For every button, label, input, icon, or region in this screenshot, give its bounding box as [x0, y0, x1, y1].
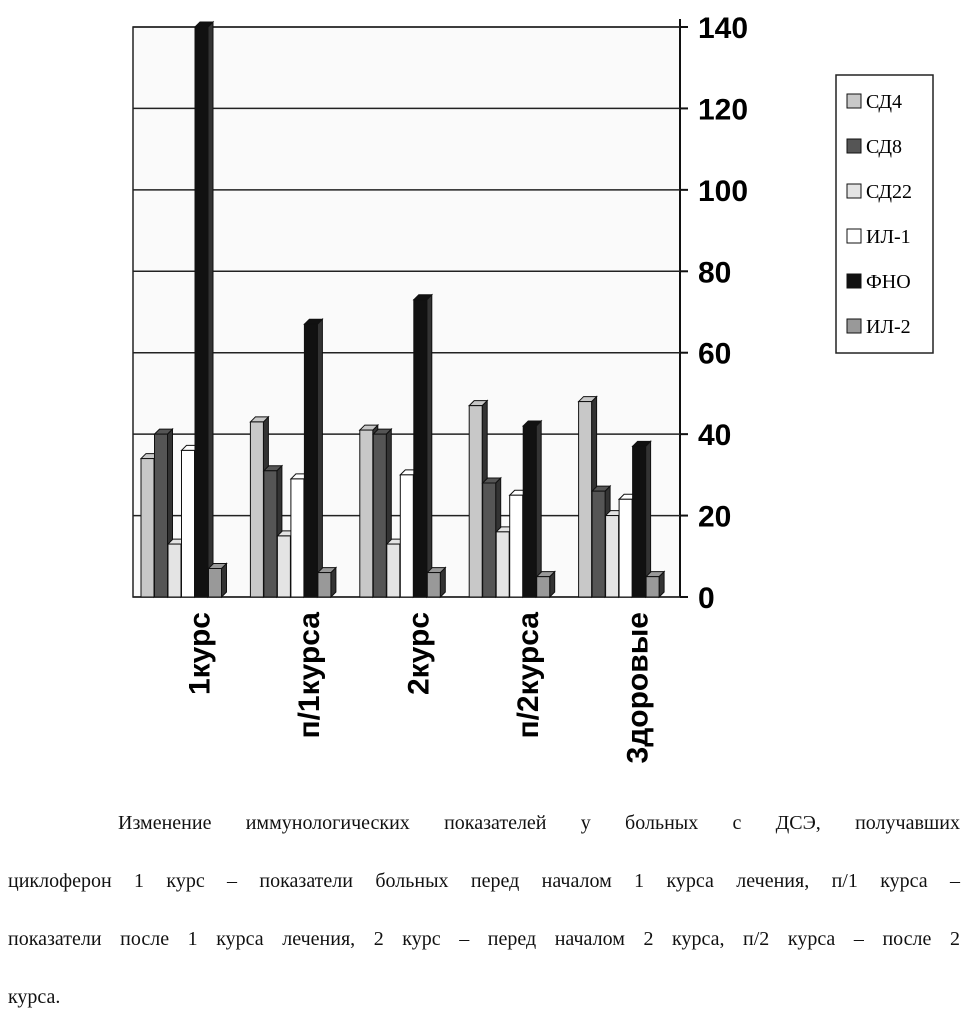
y-tick-label: 20 [698, 501, 731, 534]
legend-label: ФНО [866, 271, 911, 293]
bar [318, 573, 331, 597]
bar [427, 573, 440, 597]
bar [646, 577, 659, 597]
caption-line: Изменение иммунологических показателей у… [8, 803, 960, 861]
legend-swatch [847, 229, 861, 243]
x-tick-label: 2курс [403, 612, 436, 695]
bar-side [536, 421, 541, 597]
caption-line: показатели после 1 курса лечения, 2 курс… [8, 919, 960, 977]
y-tick-label: 100 [698, 175, 748, 208]
y-tick-label: 60 [698, 338, 731, 371]
caption-line: курса. [8, 977, 960, 1035]
x-tick-label: п/2курса [512, 612, 545, 739]
bar-side [208, 22, 213, 597]
bar [483, 483, 496, 597]
bar-side [317, 319, 322, 597]
bar [579, 402, 592, 597]
x-tick-label: 3доровые [621, 612, 654, 763]
bar [510, 495, 523, 597]
legend-swatch [847, 139, 861, 153]
bar [592, 491, 605, 597]
bar [606, 516, 619, 597]
bar [523, 426, 536, 597]
caption: Изменение иммунологических показателей у… [8, 803, 960, 1035]
bar [141, 459, 154, 597]
bar [400, 475, 413, 597]
legend-swatch [847, 274, 861, 288]
legend-label: СД4 [866, 91, 902, 113]
y-tick-label: 40 [698, 419, 731, 452]
bar [277, 536, 290, 597]
legend-swatch [847, 94, 861, 108]
bar [195, 27, 208, 597]
legend-swatch [847, 184, 861, 198]
y-tick-label: 0 [698, 582, 715, 615]
bar [537, 577, 550, 597]
legend-label: СД8 [866, 136, 902, 158]
bar [182, 450, 195, 597]
chart: 0 20 40 60 80 100 120 140 1курс п/1курса 2курс п/2к… [0, 0, 970, 800]
bar [496, 532, 509, 597]
bar [264, 471, 277, 597]
y-tick-label: 120 [698, 93, 748, 126]
bar [360, 430, 373, 597]
bar [633, 446, 646, 597]
x-tick-label: п/1курса [293, 612, 326, 739]
bar [373, 434, 386, 597]
bar [250, 422, 263, 597]
y-tick-label: 140 [698, 12, 748, 45]
bar-side [222, 564, 227, 598]
bar [469, 406, 482, 597]
legend-label: ИЛ-2 [866, 316, 911, 338]
caption-line: циклоферон 1 курс – показатели больных п… [8, 861, 960, 919]
bar-side [427, 295, 432, 597]
bar [304, 324, 317, 597]
bar [387, 544, 400, 597]
bar [155, 434, 168, 597]
legend-box [836, 75, 933, 353]
page: 0 20 40 60 80 100 120 140 1курс п/1курса 2курс п/2к… [0, 0, 970, 1014]
bar [209, 569, 222, 598]
legend-label: СД22 [866, 181, 912, 203]
legend-swatch [847, 319, 861, 333]
bar [414, 300, 427, 597]
bar [619, 499, 632, 597]
legend-label: ИЛ-1 [866, 226, 911, 248]
y-tick-label: 80 [698, 256, 731, 289]
bar [291, 479, 304, 597]
bar [168, 544, 181, 597]
x-tick-label: 1курс [184, 612, 217, 695]
